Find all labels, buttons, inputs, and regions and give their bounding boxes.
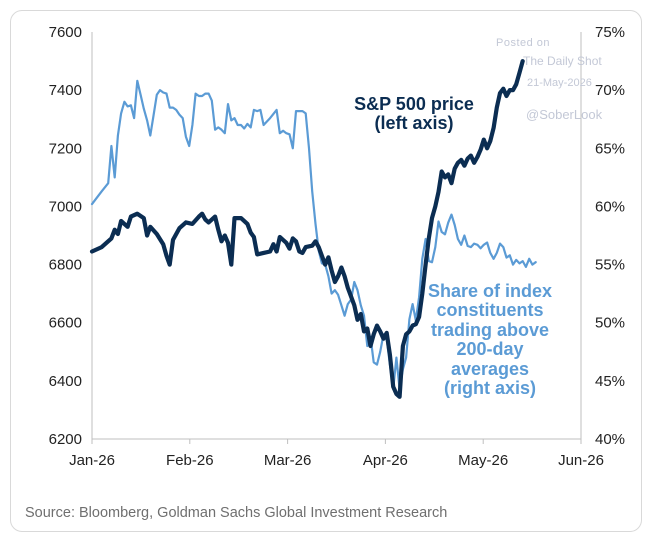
share-annotation-line: Share of index — [427, 281, 553, 301]
y-right-tick-label: 45% — [595, 373, 625, 390]
y-left-tick-label: 7200 — [49, 140, 82, 157]
y-right-tick-label: 40% — [595, 431, 625, 448]
x-tick-label: May-26 — [458, 452, 508, 469]
watermark-site: The Daily Shot — [523, 54, 602, 68]
y-right-tick-label: 70% — [595, 82, 625, 99]
y-left-tick-label: 7000 — [49, 198, 82, 215]
watermark-posted-on: Posted on — [496, 37, 551, 49]
x-tick-label: Jan-26 — [69, 452, 115, 469]
x-tick-label: Apr-26 — [363, 452, 408, 469]
y-right-tick-label: 75% — [595, 24, 625, 41]
share-annotation: Share of index constituents trading above 2… — [395, 281, 585, 399]
share-annotation-line: (right axis) — [443, 378, 536, 399]
share-annotation-line: constituents — [436, 300, 544, 321]
y-right-tick-label: 65% — [595, 140, 625, 157]
series-group — [89, 58, 537, 399]
y-left-tick-label: 7400 — [49, 82, 82, 99]
y-left-tick-label: 7600 — [49, 24, 82, 41]
chart-card: 6200 6400 6600 6800 7000 7200 7400 7600 40% 45% 50… — [10, 10, 642, 532]
watermark-date: 21-May-2026 — [527, 77, 592, 89]
sp500-annotation-line: S&P 500 price — [354, 94, 474, 114]
share-annotation-line: trading above — [430, 319, 550, 340]
y-left-tick-label: 6800 — [49, 257, 82, 274]
y-left-tick-label: 6400 — [49, 373, 82, 390]
sp500-annotation: S&P 500 price (left axis) — [319, 94, 509, 134]
tick-labels: 6200 6400 6600 6800 7000 7200 7400 7600 40% 45% 50… — [49, 24, 625, 469]
x-tick-label: Jun-26 — [558, 452, 604, 469]
sp500-price-line — [89, 58, 525, 399]
share-annotation-line: 200-day — [456, 339, 524, 360]
sp500-annotation-line: (left axis) — [374, 113, 454, 134]
y-right-tick-label: 60% — [595, 198, 625, 215]
chart-svg: 6200 6400 6600 6800 7000 7200 7400 7600 40% 45% 50… — [49, 24, 625, 469]
chart-axes — [91, 32, 582, 444]
y-left-tick-label: 6600 — [49, 315, 82, 332]
y-right-tick-label: 55% — [595, 257, 625, 274]
y-left-tick-label: 6200 — [49, 431, 82, 448]
share-annotation-line: averages — [450, 358, 530, 379]
y-right-tick-label: 50% — [595, 315, 625, 332]
x-tick-label: Feb-26 — [166, 452, 214, 469]
source-note: Source: Bloomberg, Goldman Sachs Global … — [25, 505, 448, 521]
x-tick-label: Mar-26 — [264, 452, 312, 469]
watermark-handle: @SoberLook — [526, 107, 603, 122]
